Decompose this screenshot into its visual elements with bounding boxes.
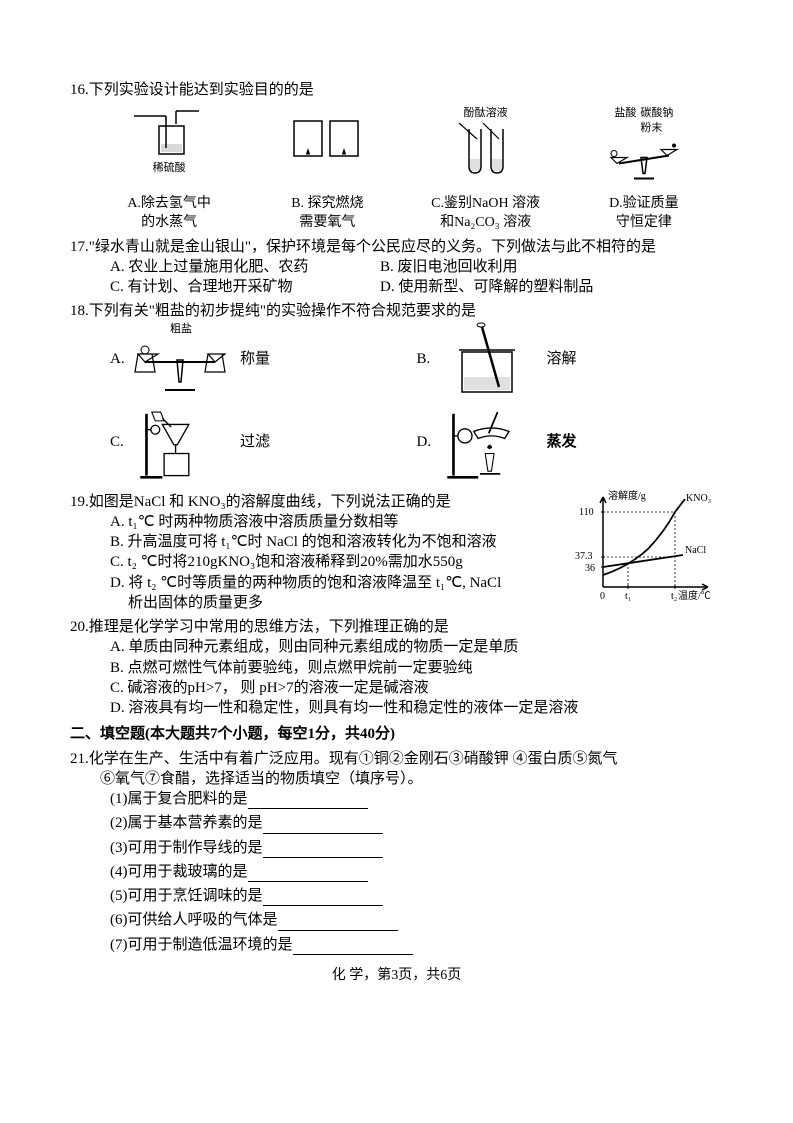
q16-figures: 稀硫酸 酚酞溶液 [90,106,723,191]
q18-number: 18. [70,301,89,321]
svg-text:0: 0 [600,591,605,602]
q17-opt-c: C. 有计划、合理地开采矿物 [110,277,380,297]
blank-5[interactable] [263,888,383,906]
q21-item-5: (5)可用于烹饪调味的是 [110,886,723,906]
blank-4[interactable] [248,864,368,882]
q21-item-4: (4)可用于裁玻璃的是 [110,862,723,882]
apparatus-d-icon [599,136,689,191]
dissolve-icon [437,322,537,397]
question-16: 16. 下列实验设计能达到实验目的的是 稀硫酸 [70,80,723,233]
blank-2[interactable] [263,816,383,834]
svg-text:36: 36 [585,563,595,574]
q17-opt-b: B. 废旧电池回收利用 [380,257,518,277]
q20-stem: 推理是化学学习中常用的思维方法，下列推理正确的是 [89,617,449,637]
svg-text:KNO₃: KNO₃ [686,493,711,504]
section-2-title: 二、填空题(本大题共7个小题，每空1分，共40分) [70,724,723,744]
question-19: 19. 如图是NaCl 和 KNO₃的溶解度曲线，下列说法正确的是 A. t₁℃… [70,492,723,614]
q20-number: 20. [70,617,89,637]
q21-items: (1)属于复合肥料的是 (2)属于基本营养素的是 (3)可用于制作导线的是 (4… [110,789,723,955]
filter-icon [130,405,230,480]
q16-opt-a: A.除去氢气中 的水蒸气 [104,195,234,233]
q19-opt-d1: D. 将 t₂ ℃时等质量的两种物质的饱和溶液降温至 t₁℃, NaCl [110,573,563,593]
q16-fig-d-label1: 盐酸 [614,106,636,136]
q21-stem2: ⑥氧气⑦食醋，选择适当的物质填空（填序号）。 [100,769,723,789]
evaporate-icon [437,405,537,480]
blank-7[interactable] [293,937,413,955]
q19-stem: 如图是NaCl 和 KNO₃的溶解度曲线，下列说法正确的是 [89,492,451,512]
q17-number: 17. [70,237,89,257]
svg-text:110: 110 [579,507,594,518]
q16-opt-c: C.鉴别NaOH 溶液 和Na₂CO₃ 溶液 [421,195,551,233]
q20-opt-a: A. 单质由同种元素组成，则由同种元素组成的物质一定是单质 [110,637,723,657]
apparatus-b-icon [282,106,372,161]
q16-number: 16. [70,80,89,100]
svg-text:37.3: 37.3 [575,551,593,562]
svg-text:温度/℃: 温度/℃ [678,589,711,602]
question-21: 21. 化学在生产、生活中有着广泛应用。现有①铜②金刚石③硝酸钾 ④蛋白质⑤氮气… [70,749,723,955]
question-20: 20. 推理是化学学习中常用的思维方法，下列推理正确的是 A. 单质由同种元素组… [70,617,723,718]
q16-options: A.除去氢气中 的水蒸气 B. 探究燃烧 需要氧气 C.鉴别NaOH 溶液 和N… [90,195,723,233]
q20-opt-c: C. 碱溶液的pH>7， 则 pH>7的溶液一定是碱溶液 [110,678,723,698]
q20-opt-b: B. 点燃可燃性气体前要验纯，则点燃甲烷前一定要验纯 [110,658,723,678]
page-footer: 化 学，第3页，共6页 [70,967,723,986]
q21-item-6: (6)可供给人呼吸的气体是 [110,910,723,930]
q16-fig-c: 酚酞溶液 [441,106,531,191]
svg-text:NaCl: NaCl [685,545,706,556]
q16-opt-b: B. 探究燃烧 需要氧气 [262,195,392,233]
q19-opt-d2: 析出固体的质量更多 [128,593,563,613]
q16-fig-a: 稀硫酸 [124,106,214,191]
q21-item-3: (3)可用于制作导线的是 [110,838,723,858]
q18-item-d: D. 蒸发 [417,405,724,480]
q19-opt-b: B. 升高温度可将 t₁℃时 NaCl 的饱和溶液转化为不饱和溶液 [110,532,563,552]
q16-fig-a-label: 稀硫酸 [153,161,186,176]
balance-icon: 粗盐 [130,322,230,397]
question-17: 17. "绿水青山就是金山银山"，保护环境是每个公民应尽的义务。下列做法与此不相… [70,237,723,298]
q16-fig-c-label: 酚酞溶液 [464,106,508,121]
solubility-chart: 溶解度/g 温度/℃ 110 37.3 36 0 t₁ t₂ KNO₃ NaCl [573,487,723,607]
svg-text:t₁: t₁ [625,591,631,602]
q16-fig-d: 盐酸 碳酸钠 粉末 [599,106,689,191]
q21-item-2: (2)属于基本营养素的是 [110,813,723,833]
q16-fig-b [282,106,372,191]
q18-item-a: A. 粗盐 称量 [110,322,417,397]
q21-stem1: 化学在生产、生活中有着广泛应用。现有①铜②金刚石③硝酸钾 ④蛋白质⑤氮气 [89,749,618,769]
q17-stem: "绿水青山就是金山银山"，保护环境是每个公民应尽的义务。下列做法与此不相符的是 [89,237,656,257]
svg-text:溶解度/g: 溶解度/g [608,489,646,502]
q19-opt-c: C. t₂ ℃时将210gKNO₃饱和溶液稀释到20%需加水550g [110,552,563,572]
apparatus-a-icon [124,106,214,161]
q16-stem: 下列实验设计能达到实验目的的是 [89,80,314,100]
blank-6[interactable] [278,913,398,931]
q18-stem: 下列有关"粗盐的初步提纯"的实验操作不符合规范要求的是 [89,301,476,321]
q18-item-b: B. 溶解 [417,322,724,397]
q18-item-c: C. 过滤 [110,405,417,480]
q20-opt-d: D. 溶液具有均一性和稳定性，则具有均一性和稳定性的液体一定是溶液 [110,698,723,718]
blank-1[interactable] [248,791,368,809]
q21-number: 21. [70,749,89,769]
svg-text:t₂: t₂ [671,591,677,602]
apparatus-c-icon [441,121,531,176]
question-18: 18. 下列有关"粗盐的初步提纯"的实验操作不符合规范要求的是 A. 粗盐 称量… [70,301,723,487]
q17-opt-a: A. 农业上过量施用化肥、农药 [110,257,380,277]
q17-opt-d: D. 使用新型、可降解的塑料制品 [380,277,593,297]
q16-opt-d: D.验证质量 守恒定律 [579,195,709,233]
q19-number: 19. [70,492,89,512]
q21-item-1: (1)属于复合肥料的是 [110,789,723,809]
blank-3[interactable] [263,840,383,858]
q19-opt-a: A. t₁℃ 时两种物质溶液中溶质质量分数相等 [110,512,563,532]
svg-text:粗盐: 粗盐 [170,322,192,335]
q21-item-7: (7)可用于制造低温环境的是 [110,935,723,955]
